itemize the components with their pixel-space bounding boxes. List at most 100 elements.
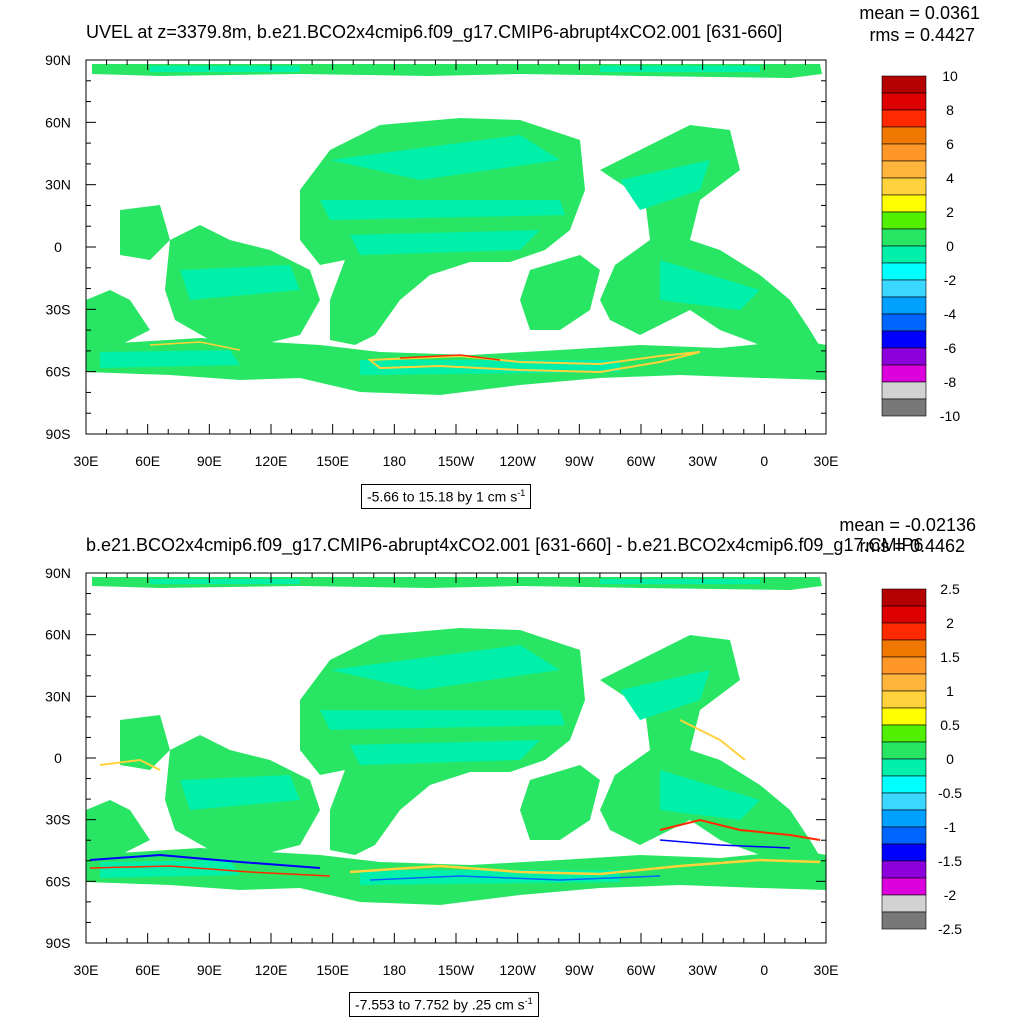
panel2-colorbar-box — [881, 741, 927, 760]
panel1-colorbar-label: 4 — [946, 170, 954, 186]
panel2-xtick-label: 180 — [383, 962, 407, 978]
panel1-xtick-label: 30W — [688, 453, 718, 469]
panel2-colorbar-box — [881, 877, 927, 896]
panel2-colorbar-box — [881, 588, 927, 607]
panel2-colorbar-box — [881, 775, 927, 794]
panel2-xtick-label: 30E — [74, 962, 99, 978]
panel2-title: b.e21.BCO2x4cmip6.f09_g17.CMIP6-abrupt4x… — [86, 535, 924, 555]
panel1-xtick-label: 150W — [438, 453, 475, 469]
panel2-colorbar-label: -1.5 — [938, 853, 962, 869]
panel2-colorbar-box — [881, 894, 927, 913]
panel1-xtick-label: 60E — [135, 453, 160, 469]
panel2-colorbar-box — [881, 758, 927, 777]
panel2-xtick-label: 90E — [197, 962, 222, 978]
panel1-ytick-label: 90S — [46, 426, 71, 442]
panel1-rms: rms = 0.4427 — [869, 25, 975, 45]
panel2-colorbar-box — [881, 622, 927, 641]
panel1-xtick-label: 120W — [499, 453, 536, 469]
panel2-xtick-label: 30E — [814, 962, 839, 978]
panel1-colorbar-label: 10 — [942, 68, 958, 84]
panel1-axes: 30E 60E 90E 120E 150E 180 150W 120W 90W 60W 30W 0 30… — [45, 52, 838, 469]
panel2-xtick-label: 90W — [565, 962, 595, 978]
panel1-range-text: -5.66 to 15.18 by 1 cm s — [367, 488, 518, 505]
panel1-colorbar-label: -10 — [940, 408, 960, 424]
panel1-xtick-label: 0 — [760, 453, 768, 469]
panel2-colorbar-label: 2.5 — [940, 581, 960, 597]
panel2-xtick-label: 60W — [627, 962, 657, 978]
panel2-xtick-label: 30W — [688, 962, 718, 978]
panel2-ytick-label: 30S — [46, 812, 71, 828]
panel2-ytick-label: 60S — [46, 873, 71, 889]
panel1-xtick-label: 180 — [383, 453, 407, 469]
panel2-rms: rms = 0.4462 — [859, 536, 965, 556]
panel1-range-sup: -1 — [517, 488, 526, 498]
panel1-colorbar: 10 8 6 4 2 0 -2 -4 -6 -8 -10 — [881, 68, 960, 424]
panel2-colorbar-box — [881, 673, 927, 692]
panel2-colorbar-label: -2.5 — [938, 921, 962, 937]
panel2-colorbar-label: 0 — [946, 751, 954, 767]
panel2-colorbar-box — [881, 809, 927, 828]
panel1-colorbar-label: 2 — [946, 204, 954, 220]
panel2-axes: 30E 60E 90E 120E 150E 180 150W 120W 90W 60W 30W 0 30… — [45, 565, 838, 978]
panel2-colorbar-label: 0.5 — [940, 717, 960, 733]
panel1-xtick-label: 30E — [74, 453, 99, 469]
panel1-ytick-label: 60N — [45, 114, 71, 130]
panel2-ytick-label: 30N — [45, 688, 71, 704]
panel1-colorbar-label: -8 — [944, 374, 957, 390]
panel1-colorbar-label: 8 — [946, 102, 954, 118]
panel2-colorbar-box — [881, 724, 927, 743]
panel2-range-box: -7.553 to 7.752 by .25 cm s-1 — [349, 992, 539, 1017]
panel1-field — [86, 60, 826, 434]
panel2-colorbar-box — [881, 707, 927, 726]
panel1-xtick-label: 90W — [565, 453, 595, 469]
panel2-colorbar-label: -0.5 — [938, 785, 962, 801]
panel2-range-text: -7.553 to 7.752 by .25 cm s — [355, 996, 525, 1013]
panel2-colorbar-label: -1 — [944, 819, 957, 835]
panel2-colorbar-label: 2 — [946, 615, 954, 631]
panel2-colorbar-box — [881, 860, 927, 879]
panel2-colorbar-box — [881, 605, 927, 624]
panel1-ytick-label: 90N — [45, 52, 71, 68]
panel1-colorbar-label: -4 — [944, 306, 957, 322]
panel2-ytick-label: 0 — [54, 750, 62, 766]
panel1-ytick-label: 60S — [46, 364, 71, 380]
panel2-xtick-label: 150W — [438, 962, 475, 978]
panel2-colorbar-box — [881, 656, 927, 675]
panel2-field — [86, 573, 826, 943]
panel2-xtick-label: 0 — [760, 962, 768, 978]
panel2-ytick-label: 90S — [46, 935, 71, 951]
panel1-range-box: -5.66 to 15.18 by 1 cm s-1 — [361, 484, 532, 509]
panel2-colorbar-box — [881, 843, 927, 862]
panel2-xtick-label: 120E — [255, 962, 288, 978]
panel2-colorbar: 2.5 2 1.5 1 0.5 0 -0.5 -1 -1.5 -2 -2.5 — [881, 581, 962, 937]
panel2-colorbar-label: 1 — [946, 683, 954, 699]
panel2-colorbar-label: 1.5 — [940, 649, 960, 665]
panel1-colorbar-box — [881, 398, 927, 417]
panel1-colorbar-label: -6 — [944, 340, 957, 356]
panel2-colorbar-box — [881, 690, 927, 709]
panel1-xtick-label: 60W — [627, 453, 657, 469]
panel2-xtick-label: 60E — [135, 962, 160, 978]
panel1-xtick-label: 30E — [814, 453, 839, 469]
panel2-xtick-label: 150E — [316, 962, 349, 978]
panel1-colorbar-label: 0 — [946, 238, 954, 254]
panel2-colorbar-box — [881, 911, 927, 930]
panel2-colorbar-label: -2 — [944, 887, 957, 903]
panel1-ytick-label: 0 — [54, 239, 62, 255]
panel2-mean: mean = -0.02136 — [839, 515, 976, 535]
panel1-colorbar-label: -2 — [944, 272, 957, 288]
panel2-colorbar-box — [881, 826, 927, 845]
panel2-ytick-label: 90N — [45, 565, 71, 581]
panel2-ytick-label: 60N — [45, 627, 71, 643]
panel2-xtick-label: 120W — [499, 962, 536, 978]
panel1-xtick-label: 150E — [316, 453, 349, 469]
panel1-mean: mean = 0.0361 — [859, 3, 980, 23]
panel1-xtick-label: 90E — [197, 453, 222, 469]
panel2-colorbar-box — [881, 792, 927, 811]
panel1-colorbar-label: 6 — [946, 136, 954, 152]
panel2-colorbar-box — [881, 639, 927, 658]
panel1-ytick-label: 30N — [45, 177, 71, 193]
panel2-range-sup: -1 — [524, 996, 533, 1006]
